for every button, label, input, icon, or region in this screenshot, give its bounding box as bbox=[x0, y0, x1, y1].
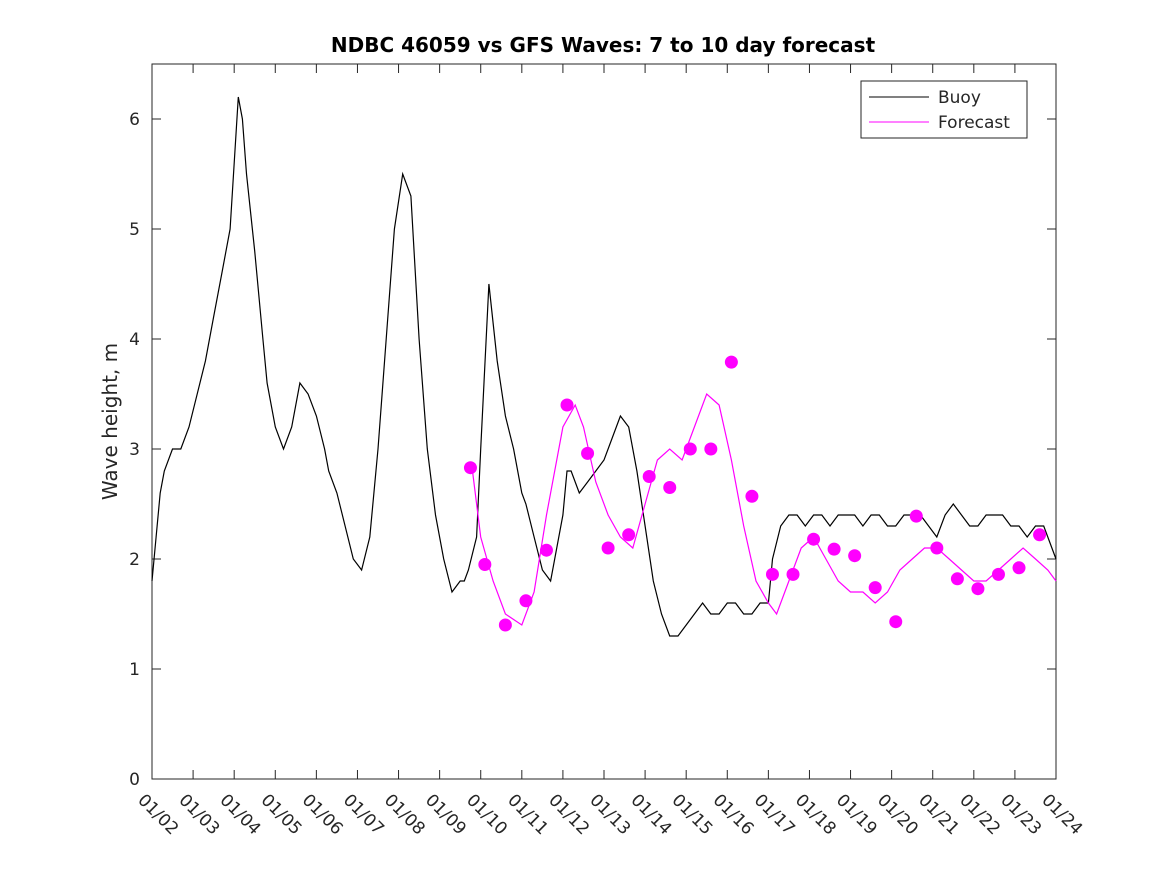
forecast-marker bbox=[539, 543, 553, 557]
legend: Buoy Forecast bbox=[860, 80, 1028, 139]
forecast-marker bbox=[463, 461, 477, 475]
forecast-marker bbox=[724, 355, 738, 369]
forecast-marker bbox=[950, 572, 964, 586]
forecast-marker bbox=[991, 567, 1005, 581]
forecast-marker bbox=[1012, 561, 1026, 575]
forecast-marker bbox=[868, 581, 882, 595]
forecast-marker bbox=[889, 615, 903, 629]
forecast-marker bbox=[848, 549, 862, 563]
legend-box bbox=[860, 80, 1028, 139]
forecast-marker bbox=[519, 594, 533, 608]
forecast-marker bbox=[478, 558, 492, 571]
forecast-marker bbox=[704, 442, 718, 456]
forecast-marker bbox=[807, 532, 821, 546]
forecast-marker bbox=[765, 567, 779, 581]
y-tick-label: 0 bbox=[129, 770, 140, 790]
forecast-marker bbox=[971, 582, 985, 596]
legend-label-forecast: Forecast bbox=[938, 113, 1010, 133]
forecast-marker bbox=[745, 489, 759, 503]
legend-label-buoy: Buoy bbox=[938, 88, 981, 108]
y-tick-label: 3 bbox=[129, 440, 140, 460]
forecast-marker bbox=[909, 509, 923, 523]
forecast-marker bbox=[601, 541, 615, 555]
forecast-marker bbox=[683, 442, 697, 456]
forecast-marker bbox=[560, 398, 574, 412]
y-ticks: 0 1 2 3 4 5 6 bbox=[129, 110, 1056, 790]
forecast-marker bbox=[930, 541, 944, 555]
y-axis-label: Wave height, m bbox=[98, 343, 122, 500]
forecast-marker bbox=[642, 470, 656, 483]
forecast-marker bbox=[663, 481, 677, 494]
forecast-marker bbox=[581, 446, 595, 460]
buoy-line bbox=[151, 96, 1057, 637]
y-tick-label: 2 bbox=[129, 550, 140, 570]
forecast-marker bbox=[786, 567, 800, 581]
forecast-marker bbox=[498, 618, 512, 632]
forecast-marker bbox=[827, 542, 841, 556]
forecast-marker bbox=[622, 528, 636, 542]
forecast-marker bbox=[1033, 528, 1047, 542]
y-tick-label: 6 bbox=[129, 110, 140, 130]
y-tick-label: 1 bbox=[129, 660, 140, 680]
forecast-line bbox=[471, 392, 1057, 626]
y-tick-label: 4 bbox=[129, 330, 140, 350]
y-tick-label: 5 bbox=[129, 220, 140, 240]
plot-area bbox=[151, 63, 1057, 780]
chart-title: NDBC 46059 vs GFS Waves: 7 to 10 day for… bbox=[331, 33, 876, 57]
series-layer bbox=[151, 96, 1057, 637]
